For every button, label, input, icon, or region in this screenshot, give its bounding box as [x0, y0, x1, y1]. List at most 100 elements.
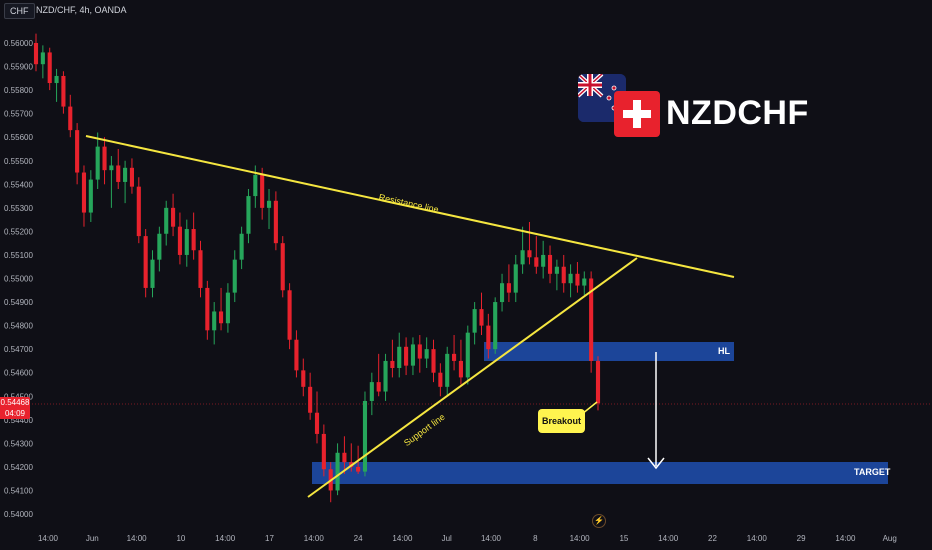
bear-candle — [438, 372, 443, 387]
bull-candle — [493, 302, 498, 350]
bear-candle — [547, 254, 553, 274]
bull-candle — [123, 167, 128, 182]
bear-candle — [589, 278, 594, 361]
bear-candle — [534, 257, 539, 267]
price-tick-label: 0.54900 — [4, 298, 33, 307]
time-tick-label: 14:00 — [127, 534, 148, 543]
time-tick-label: 14:00 — [747, 534, 768, 543]
price-tick-label: 0.55300 — [4, 204, 33, 213]
pair-title: NZDCHF — [666, 94, 809, 132]
bear-candle — [81, 172, 87, 213]
bull-candle — [164, 207, 169, 234]
swiss-flag-icon — [614, 91, 660, 137]
bear-candle — [575, 273, 580, 286]
bear-candle — [308, 386, 313, 413]
bull-candle — [184, 229, 189, 255]
bear-candle — [417, 344, 422, 359]
price-tick-label: 0.54600 — [4, 369, 33, 378]
bear-candle — [486, 325, 491, 350]
symbol-title: NZD/CHF, 4h, OANDA — [36, 5, 127, 15]
bull-candle — [541, 254, 546, 267]
bull-candle — [362, 400, 368, 472]
bear-candle — [33, 43, 39, 65]
bull-candle — [212, 311, 217, 331]
target-arrow-head — [647, 457, 665, 470]
bear-candle — [287, 290, 292, 340]
price-tick-label: 0.54500 — [4, 392, 33, 401]
bull-candle — [266, 200, 272, 208]
bear-candle — [61, 75, 66, 107]
bull-candle — [95, 146, 100, 180]
bear-candle — [356, 466, 361, 472]
time-tick-label: 29 — [797, 534, 806, 543]
time-tick-label: 14:00 — [658, 534, 679, 543]
bear-candle — [527, 250, 532, 258]
time-tick-label: 14:00 — [570, 534, 591, 543]
bull-candle — [225, 292, 230, 324]
bear-candle — [294, 339, 299, 371]
time-axis: 14:00 Jun 14:00 10 14:00 17 14:00 24 14:00 Jul 14:… — [38, 534, 897, 543]
bear-candle — [404, 346, 409, 366]
bear-candle — [47, 52, 52, 84]
price-tick-label: 0.54000 — [4, 510, 33, 519]
currency-badge[interactable]: CHF — [4, 3, 35, 19]
bull-candle — [232, 259, 237, 293]
bear-candle — [171, 207, 176, 227]
bull-candle — [239, 233, 244, 260]
candle-series — [33, 33, 601, 503]
hl-zone — [484, 342, 734, 361]
bear-candle — [595, 360, 601, 404]
bar-countdown: 04:09 — [4, 409, 26, 418]
chart-header: CHF NZD/CHF, 4h, OANDA — [0, 0, 932, 20]
lightning-icon[interactable]: ⚡ — [592, 514, 606, 528]
bull-candle — [568, 273, 573, 284]
bear-candle — [321, 433, 326, 470]
bear-candle — [376, 382, 381, 392]
bear-candle — [102, 146, 107, 171]
bull-candle — [424, 349, 429, 359]
time-tick-label: 17 — [265, 534, 274, 543]
current-price-tag: 0.54468 04:09 — [0, 397, 30, 419]
time-tick-label: 14:00 — [304, 534, 325, 543]
bear-candle — [143, 236, 148, 288]
bull-candle — [246, 196, 251, 234]
price-tick-label: 0.55400 — [4, 180, 33, 189]
time-tick-label: 14:00 — [215, 534, 236, 543]
bull-candle — [554, 266, 559, 274]
bear-candle — [452, 353, 457, 361]
resistance-line — [85, 135, 735, 278]
price-tick-label: 0.55900 — [4, 63, 33, 72]
price-tick-label: 0.55100 — [4, 251, 33, 260]
bull-candle — [397, 346, 402, 368]
price-tick-label: 0.56000 — [4, 39, 33, 48]
bull-candle — [445, 353, 450, 387]
bull-candle — [150, 259, 155, 288]
bull-candle — [109, 165, 114, 171]
bear-candle — [479, 309, 484, 326]
time-tick-label: 10 — [176, 534, 185, 543]
target-zone-label: TARGET — [854, 467, 891, 477]
bull-candle — [157, 233, 162, 260]
bear-candle — [561, 266, 566, 284]
bear-candle — [506, 283, 511, 293]
bear-candle — [273, 200, 278, 244]
bull-candle — [520, 250, 525, 265]
price-axis: 0.56000 0.55900 0.55800 0.55700 0.55600 0.555… — [4, 39, 33, 519]
price-tick-label: 0.55600 — [4, 133, 33, 142]
bull-candle — [383, 360, 388, 392]
time-tick-label: Jul — [442, 534, 452, 543]
price-tick-label: 0.54400 — [4, 416, 33, 425]
time-tick-label: 8 — [533, 534, 538, 543]
bear-candle — [218, 311, 224, 324]
time-tick-label: 24 — [354, 534, 363, 543]
bear-candle — [198, 250, 203, 288]
target-zone — [312, 462, 888, 484]
time-tick-label: 22 — [708, 534, 717, 543]
bear-candle — [431, 349, 436, 373]
bull-candle — [465, 332, 470, 378]
bear-candle — [116, 165, 121, 182]
bear-candle — [390, 360, 395, 368]
support-line — [307, 257, 638, 498]
